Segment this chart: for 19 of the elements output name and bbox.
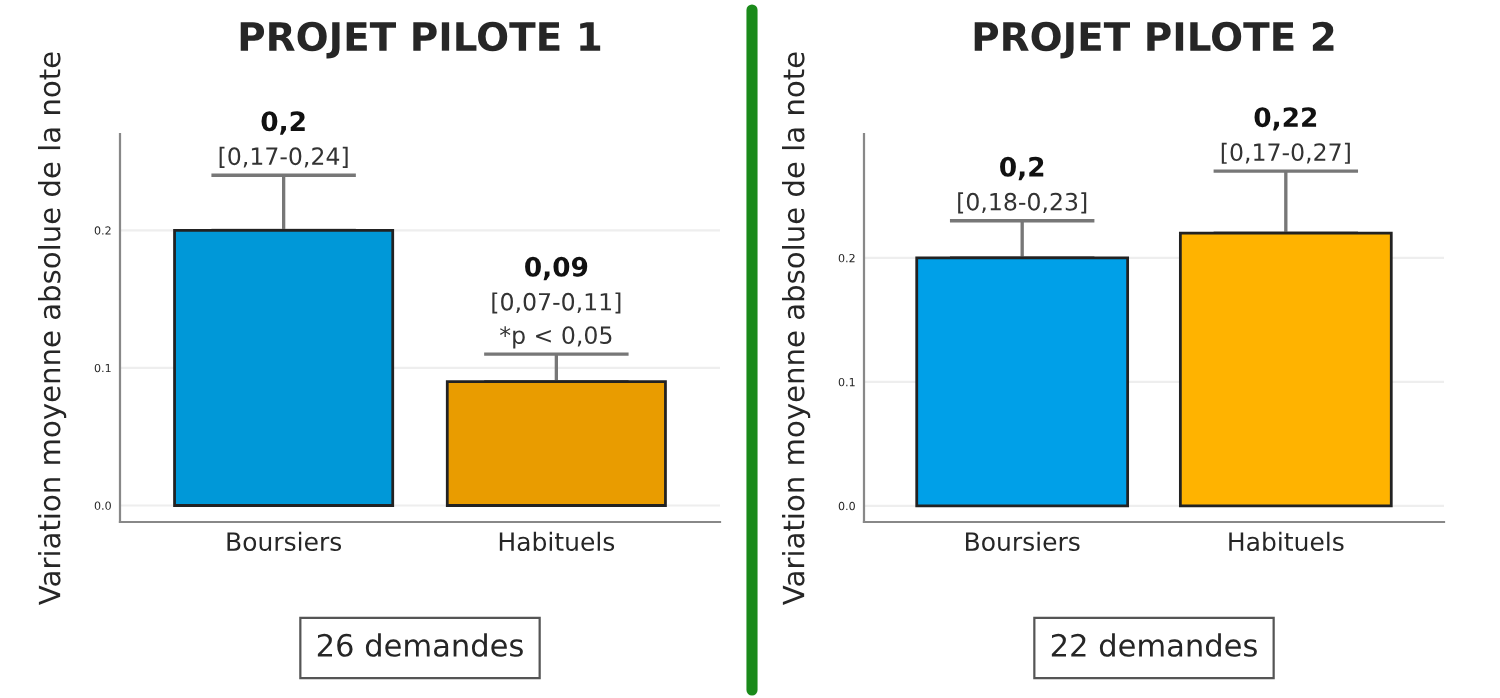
- chart-title: PROJET PILOTE 2: [974, 21, 1334, 59]
- x-tick-label: Boursiers: [966, 531, 1080, 552]
- y-axis-title: Variation moyenne absolue de la note: [37, 52, 67, 605]
- text: 22 demandes: [1051, 633, 1257, 657]
- annotation: 0,2: [261, 111, 305, 135]
- text: 26 demandes: [317, 633, 523, 657]
- x-tick-label: Boursiers: [227, 531, 342, 552]
- annotation: 0,2: [1000, 156, 1044, 181]
- x-tick-label: Habituels: [499, 531, 615, 552]
- annotation: [0,07-0,11]: [492, 292, 621, 314]
- x-tick-label: Habituels: [1229, 531, 1344, 552]
- annotation: *p < 0,05: [499, 326, 612, 349]
- annotation: 0,22: [1254, 107, 1317, 131]
- chart-title: PROJET PILOTE 1: [240, 21, 601, 59]
- annotation: [0,17-0,27]: [1221, 142, 1350, 164]
- annotation: 0,09: [525, 256, 588, 281]
- annotation: [0,18-0,23]: [958, 192, 1087, 214]
- y-axis-title: Variation moyenne absolue de la note: [781, 52, 811, 605]
- annotation: [0,17-0,24]: [219, 146, 348, 168]
